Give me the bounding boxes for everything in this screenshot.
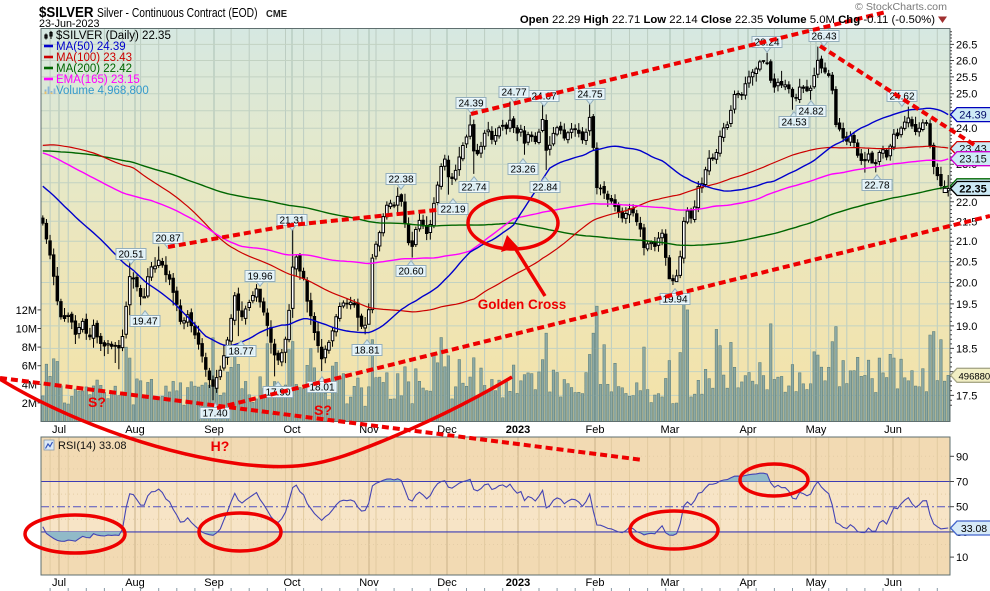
svg-text:23-Jun-2023: 23-Jun-2023	[39, 18, 100, 30]
svg-text:17.90: 17.90	[265, 388, 290, 399]
svg-text:Jun: Jun	[884, 577, 902, 589]
svg-text:21.31: 21.31	[279, 216, 304, 227]
svg-text:22.0: 22.0	[956, 197, 977, 209]
svg-text:21.0: 21.0	[956, 236, 977, 248]
svg-text:24.77: 24.77	[501, 88, 526, 99]
svg-text:Mar: Mar	[661, 424, 680, 436]
svg-text:CME: CME	[266, 9, 287, 20]
svg-text:24.62: 24.62	[889, 92, 914, 103]
svg-text:10M: 10M	[16, 324, 37, 336]
svg-text:33.08: 33.08	[961, 523, 987, 535]
svg-text:Oct: Oct	[283, 577, 300, 589]
svg-text:90: 90	[956, 451, 968, 463]
svg-text:17.5: 17.5	[956, 390, 977, 402]
svg-text:22.19: 22.19	[440, 205, 465, 216]
svg-text:18.5: 18.5	[956, 343, 977, 355]
svg-text:Sep: Sep	[204, 577, 224, 589]
svg-text:22.78: 22.78	[864, 181, 889, 192]
svg-text:22.35: 22.35	[959, 184, 987, 196]
svg-text:EMA(165) 23.15: EMA(165) 23.15	[56, 74, 140, 86]
svg-text:24.53: 24.53	[781, 118, 806, 129]
svg-text:18.01: 18.01	[309, 383, 334, 394]
svg-text:Mar: Mar	[661, 577, 680, 589]
svg-text:19.5: 19.5	[956, 299, 977, 311]
svg-text:Jul: Jul	[52, 577, 66, 589]
svg-text:Jul: Jul	[52, 424, 66, 436]
svg-text:Volume 4,968,800: Volume 4,968,800	[56, 85, 149, 97]
svg-text:20.5: 20.5	[956, 257, 977, 269]
svg-text:Dec: Dec	[437, 577, 457, 589]
svg-text:Feb: Feb	[586, 424, 605, 436]
svg-text:18.81: 18.81	[354, 346, 379, 357]
svg-text:18.77: 18.77	[228, 347, 253, 358]
svg-text:Open 22.29 High 22.71 Low 22.1: Open 22.29 High 22.71 Low 22.14 Close 22…	[520, 14, 935, 26]
svg-text:24.39: 24.39	[959, 110, 987, 122]
svg-text:MA(200) 22.42: MA(200) 22.42	[56, 63, 132, 75]
svg-text:19.96: 19.96	[247, 272, 272, 283]
svg-text:Golden Cross: Golden Cross	[478, 297, 567, 312]
svg-text:MA(50) 24.39: MA(50) 24.39	[56, 41, 126, 53]
svg-text:20.51: 20.51	[118, 250, 143, 261]
svg-text:Jun: Jun	[884, 424, 902, 436]
svg-text:RSI(14) 33.08: RSI(14) 33.08	[58, 440, 126, 452]
svg-text:8M: 8M	[22, 342, 37, 354]
svg-text:23.15: 23.15	[959, 154, 987, 166]
svg-text:© StockCharts.com: © StockCharts.com	[855, 2, 947, 13]
svg-text:22.74: 22.74	[461, 183, 486, 194]
svg-text:22.84: 22.84	[532, 183, 557, 194]
svg-text:Apr: Apr	[739, 577, 756, 589]
svg-text:24.39: 24.39	[458, 99, 483, 110]
svg-text:Oct: Oct	[283, 424, 300, 436]
svg-text:25.0: 25.0	[956, 89, 977, 101]
svg-text:Aug: Aug	[125, 577, 145, 589]
svg-text:26.43: 26.43	[811, 32, 836, 43]
svg-text:Aug: Aug	[125, 424, 145, 436]
svg-text:17.40: 17.40	[202, 409, 227, 420]
svg-text:19.47: 19.47	[132, 317, 157, 328]
svg-text:50: 50	[956, 502, 968, 514]
svg-text:19.0: 19.0	[956, 321, 977, 333]
svg-text:S?: S?	[314, 402, 332, 418]
svg-text:19.94: 19.94	[662, 295, 687, 306]
svg-text:Sep: Sep	[204, 424, 224, 436]
svg-text:20.60: 20.60	[398, 267, 423, 278]
svg-text:26.5: 26.5	[956, 39, 977, 51]
svg-text:2023: 2023	[506, 577, 530, 589]
svg-text:$SILVER (Daily) 22.35: $SILVER (Daily) 22.35	[56, 30, 171, 42]
svg-text:24.75: 24.75	[577, 90, 602, 101]
svg-text:H?: H?	[211, 438, 230, 454]
svg-text:26.0: 26.0	[956, 56, 977, 68]
svg-text:24.82: 24.82	[798, 107, 823, 118]
svg-text:24.0: 24.0	[956, 123, 977, 135]
svg-text:Feb: Feb	[586, 577, 605, 589]
svg-text:26.24: 26.24	[754, 38, 779, 49]
svg-text:20.0: 20.0	[956, 278, 977, 290]
svg-text:10: 10	[956, 552, 968, 564]
svg-text:Silver - Continuous Contract (: Silver - Continuous Contract (EOD)	[97, 6, 258, 20]
svg-text:May: May	[806, 577, 827, 589]
svg-text:$SILVER: $SILVER	[39, 5, 94, 21]
svg-text:20.87: 20.87	[155, 234, 180, 245]
svg-text:23.26: 23.26	[510, 165, 535, 176]
svg-text:2M: 2M	[22, 398, 37, 410]
svg-text:70: 70	[956, 477, 968, 489]
svg-text:May: May	[806, 424, 827, 436]
svg-text:4968800: 4968800	[959, 371, 990, 382]
svg-text:Nov: Nov	[359, 577, 379, 589]
svg-text:24.67: 24.67	[531, 92, 556, 103]
svg-text:22.38: 22.38	[388, 175, 413, 186]
svg-text:12M: 12M	[16, 305, 37, 317]
svg-text:MA(100) 23.43: MA(100) 23.43	[56, 52, 132, 64]
svg-text:25.5: 25.5	[956, 72, 977, 84]
svg-text:6M: 6M	[22, 361, 37, 373]
svg-text:S?: S?	[88, 394, 106, 410]
svg-text:Apr: Apr	[739, 424, 756, 436]
svg-text:2023: 2023	[506, 424, 530, 436]
